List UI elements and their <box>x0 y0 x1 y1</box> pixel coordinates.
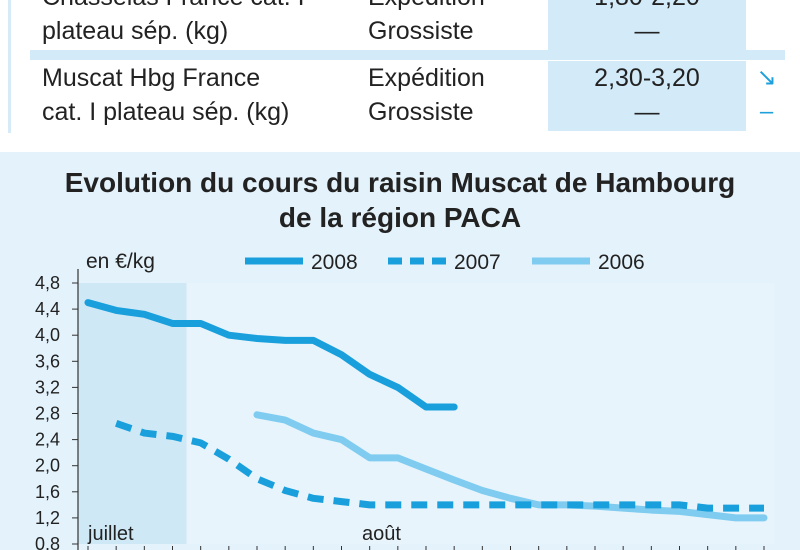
stage-line1: Expédition <box>368 64 485 92</box>
row-separator <box>30 50 785 60</box>
trend-cell: – <box>748 0 785 50</box>
price-line1: 1,80-2,20 <box>548 0 746 14</box>
trend-cell: ↘ – <box>748 61 785 131</box>
stage-cell: Expédition Grossiste <box>354 61 554 131</box>
y-tick-label: 3,6 <box>35 351 60 371</box>
stage-line1: Expédition <box>368 0 554 14</box>
legend-label-2006: 2006 <box>598 251 645 274</box>
product-line1: Chasselas France cat. I <box>42 0 332 14</box>
y-tick-label: 0,8 <box>35 534 60 550</box>
trend-line2: – <box>748 0 785 14</box>
y-tick-label: 3,2 <box>35 377 60 397</box>
product-cell: Muscat Hbg France cat. I plateau sép. (k… <box>30 61 332 131</box>
price-line2: — <box>634 98 660 126</box>
y-tick-label: 2,8 <box>35 404 60 424</box>
y-tick-label: 2,0 <box>35 456 60 476</box>
juillet-band <box>78 283 187 544</box>
legend-label-2008: 2008 <box>311 251 358 274</box>
table-row-chasselas: Chasselas France cat. I plateau sép. (kg… <box>30 0 785 50</box>
chart-title-line2: de la région PACA <box>278 202 522 233</box>
series-line-2008 <box>84 299 458 411</box>
stage-line2: Grossiste <box>368 98 474 126</box>
series-line-2007 <box>115 419 764 512</box>
table-row-muscat: Muscat Hbg France cat. I plateau sép. (k… <box>30 61 785 131</box>
chart-title: Evolution du cours du raisin Muscat de H… <box>0 165 800 235</box>
product-line2: cat. I plateau sép. (kg) <box>42 98 290 126</box>
x-label-aout: août <box>362 523 401 545</box>
legend-label-2007: 2007 <box>454 251 501 274</box>
stage-line2: Grossiste <box>368 17 474 45</box>
y-tick-label: 4,8 <box>35 273 60 293</box>
chart-title-line1: Evolution du cours du raisin Muscat de H… <box>64 167 736 198</box>
y-axis-unit-label: en €/kg <box>86 250 155 273</box>
y-tick-label: 1,2 <box>35 508 60 528</box>
trend-down-arrow-icon: ↘ <box>756 64 777 91</box>
product-line1: Muscat Hbg France <box>42 64 261 92</box>
price-table: Chasselas France cat. I plateau sép. (kg… <box>0 0 800 140</box>
y-tick-label: 4,4 <box>35 299 60 319</box>
price-cell: 1,80-2,20 — <box>548 0 746 50</box>
price-cell: 2,30-3,20 — <box>548 61 746 131</box>
y-tick-label: 1,6 <box>35 482 60 502</box>
product-cell: Chasselas France cat. I plateau sép. (kg… <box>30 0 332 50</box>
trend-line2: – <box>759 98 774 125</box>
y-tick-label: 4,0 <box>35 325 60 345</box>
x-label-juillet: juillet <box>87 523 134 545</box>
stage-cell: Expédition Grossiste <box>354 0 554 50</box>
table-left-border <box>8 0 11 133</box>
product-line2: plateau sép. (kg) <box>42 17 229 45</box>
price-line1: 2,30-3,20 <box>594 64 700 92</box>
price-line2: — <box>634 17 660 45</box>
y-tick-label: 2,4 <box>35 430 60 450</box>
